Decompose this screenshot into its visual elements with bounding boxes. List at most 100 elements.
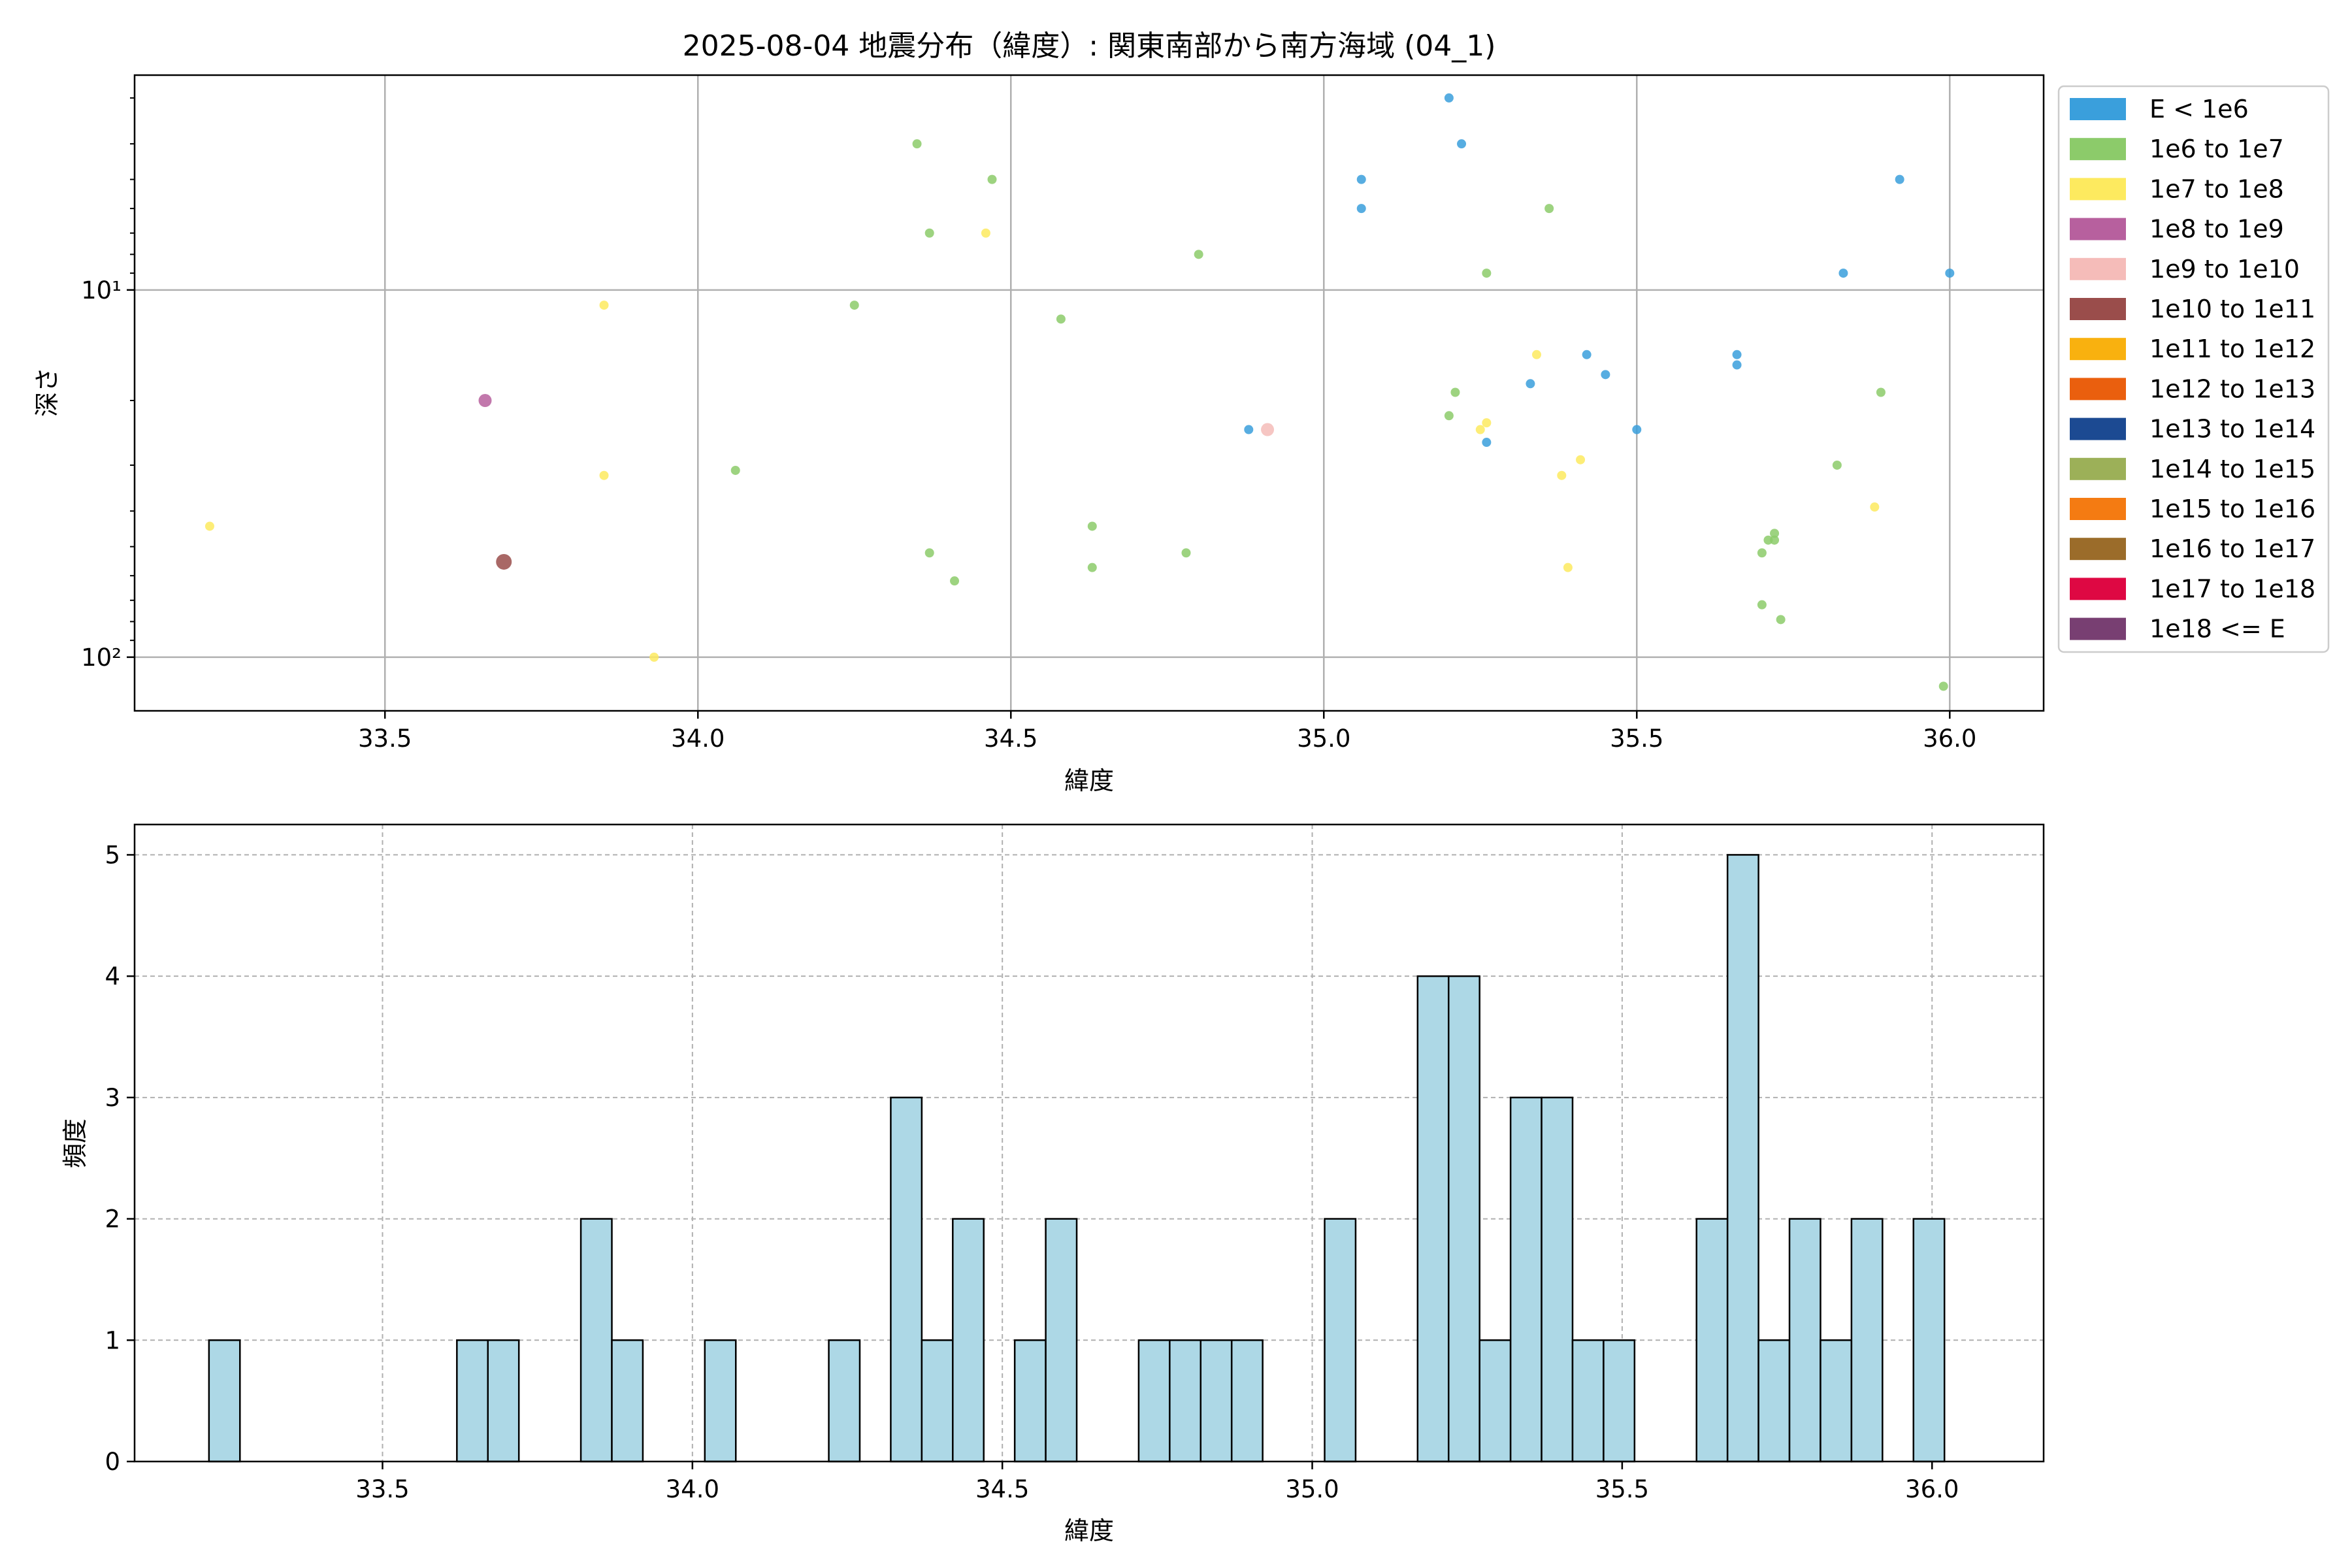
scatter-x-tick-label: 34.0	[671, 725, 725, 753]
histogram-bar	[1541, 1096, 1574, 1463]
histogram-y-axis-label: 頻度	[61, 1119, 90, 1168]
histogram-gridlines	[135, 825, 2044, 1462]
legend-swatch	[2070, 218, 2126, 240]
legend-label: 1e6 to 1e7	[2149, 135, 2284, 163]
histogram-bar	[456, 1339, 489, 1463]
scatter-point	[1757, 548, 1767, 558]
legend-label: 1e15 to 1e16	[2149, 495, 2315, 523]
histogram-bar	[1478, 1339, 1512, 1463]
scatter-point	[1087, 521, 1097, 531]
histogram-x-tick-label: 34.5	[975, 1475, 1029, 1503]
histogram-bar	[611, 1339, 644, 1463]
scatter-point	[924, 228, 934, 238]
histogram-x-tick-label: 35.5	[1595, 1475, 1649, 1503]
scatter-x-tick-label: 35.0	[1297, 725, 1350, 753]
scatter-point	[496, 553, 512, 570]
histogram-bar	[1726, 854, 1759, 1463]
legend-frame	[2057, 85, 2330, 653]
scatter-point	[599, 470, 609, 480]
scatter-point	[1531, 350, 1541, 359]
histogram-chart: 33.5 34.0 34.5 35.0 35.5 36.0 0 1 2 3 4 5 緯度 頻度	[61, 823, 2045, 1545]
histogram-y-tick-label: 2	[105, 1205, 120, 1233]
histogram-bar	[1788, 1218, 1821, 1463]
scatter-point	[1563, 563, 1573, 572]
legend-swatch	[2070, 98, 2126, 120]
scatter-point	[1526, 379, 1535, 389]
scatter-point	[1632, 425, 1642, 434]
histogram-bar	[1850, 1218, 1884, 1463]
scatter-point	[1838, 269, 1848, 278]
scatter-x-tick-label: 34.5	[984, 725, 1037, 753]
legend-label: 1e17 to 1e18	[2149, 574, 2315, 603]
histogram-x-axis-label: 緯度	[1064, 1516, 1114, 1545]
histogram-bar	[1324, 1218, 1357, 1463]
scatter-point	[204, 521, 214, 531]
histogram-bar	[1603, 1339, 1636, 1463]
legend-swatch	[2070, 578, 2126, 600]
legend-swatch	[2070, 378, 2126, 400]
scatter-point	[1763, 535, 1773, 545]
scatter-point	[1757, 600, 1767, 610]
histogram-bar	[1169, 1339, 1202, 1463]
histogram-bar	[704, 1339, 737, 1463]
scatter-point	[1876, 387, 1886, 397]
legend-swatch	[2070, 457, 2126, 480]
histogram-bar	[1757, 1339, 1791, 1463]
legend-label: 1e9 to 1e10	[2149, 255, 2300, 284]
histogram-bar	[580, 1218, 613, 1463]
scatter-chart-title: 2025-08-04 地震分布（緯度）: 関東南部から南方海域 (04_1)	[683, 29, 1496, 63]
scatter-point	[1832, 460, 1842, 470]
histogram-y-tick-label: 4	[105, 962, 120, 990]
legend: E < 1e6 1e6 to 1e7 1e7 to 1e8 1e8 to 1e9 1e9…	[2057, 85, 2330, 653]
histogram-x-tick-label: 35.0	[1285, 1475, 1339, 1503]
scatter-point	[730, 465, 740, 475]
scatter-point	[1732, 360, 1742, 370]
scatter-point	[1482, 269, 1492, 278]
histogram-x-ticks: 33.5 34.0 34.5 35.0 35.5 36.0	[355, 1462, 1959, 1503]
scatter-point	[981, 228, 990, 238]
legend-label: 1e8 to 1e9	[2149, 215, 2284, 244]
histogram-x-tick-label: 36.0	[1905, 1475, 1959, 1503]
scatter-point	[1475, 425, 1485, 434]
legend-label: 1e16 to 1e17	[2149, 534, 2315, 563]
scatter-point	[1557, 470, 1567, 480]
scatter-point	[1601, 370, 1610, 380]
scatter-point	[1056, 314, 1066, 324]
scatter-x-tick-label: 35.5	[1610, 725, 1663, 753]
histogram-x-tick-label: 33.5	[355, 1475, 409, 1503]
histogram-bar	[1137, 1339, 1171, 1463]
scatter-x-tick-label: 36.0	[1923, 725, 1976, 753]
scatter-y-ticks: 10¹ 10²	[81, 97, 135, 672]
histogram-bar	[890, 1096, 923, 1463]
scatter-x-ticks: 33.5 34.0 34.5 35.0 35.5 36.0	[358, 711, 1976, 753]
histogram-bar	[828, 1339, 861, 1463]
legend-swatch	[2070, 538, 2126, 561]
histogram-bar	[1200, 1339, 1233, 1463]
histogram-x-tick-label: 34.0	[666, 1475, 719, 1503]
scatter-plot-frame	[133, 74, 2045, 712]
legend-swatch	[2070, 417, 2126, 440]
scatter-point	[1356, 174, 1366, 184]
histogram-bar	[921, 1339, 954, 1463]
legend-swatch	[2070, 257, 2126, 280]
legend-label: E < 1e6	[2149, 95, 2249, 123]
scatter-point	[1776, 615, 1786, 625]
scatter-point	[1450, 387, 1460, 397]
scatter-point	[912, 139, 922, 149]
histogram-bar	[1045, 1218, 1078, 1463]
histogram-bar	[1230, 1339, 1264, 1463]
scatter-point	[1482, 438, 1492, 448]
scatter-point	[1938, 681, 1948, 691]
scatter-point	[1444, 93, 1454, 103]
scatter-point	[1582, 350, 1592, 359]
scatter-point	[1770, 529, 1780, 538]
scatter-y-tick-label: 10¹	[81, 276, 122, 304]
histogram-bar	[1447, 975, 1480, 1463]
legend-label: 1e14 to 1e15	[2149, 455, 2315, 483]
histogram-bar	[1912, 1218, 1946, 1463]
legend-label: 1e7 to 1e8	[2149, 174, 2284, 203]
scatter-point	[1482, 418, 1492, 428]
histogram-y-tick-label: 0	[105, 1448, 120, 1476]
legend-swatch	[2070, 138, 2126, 161]
